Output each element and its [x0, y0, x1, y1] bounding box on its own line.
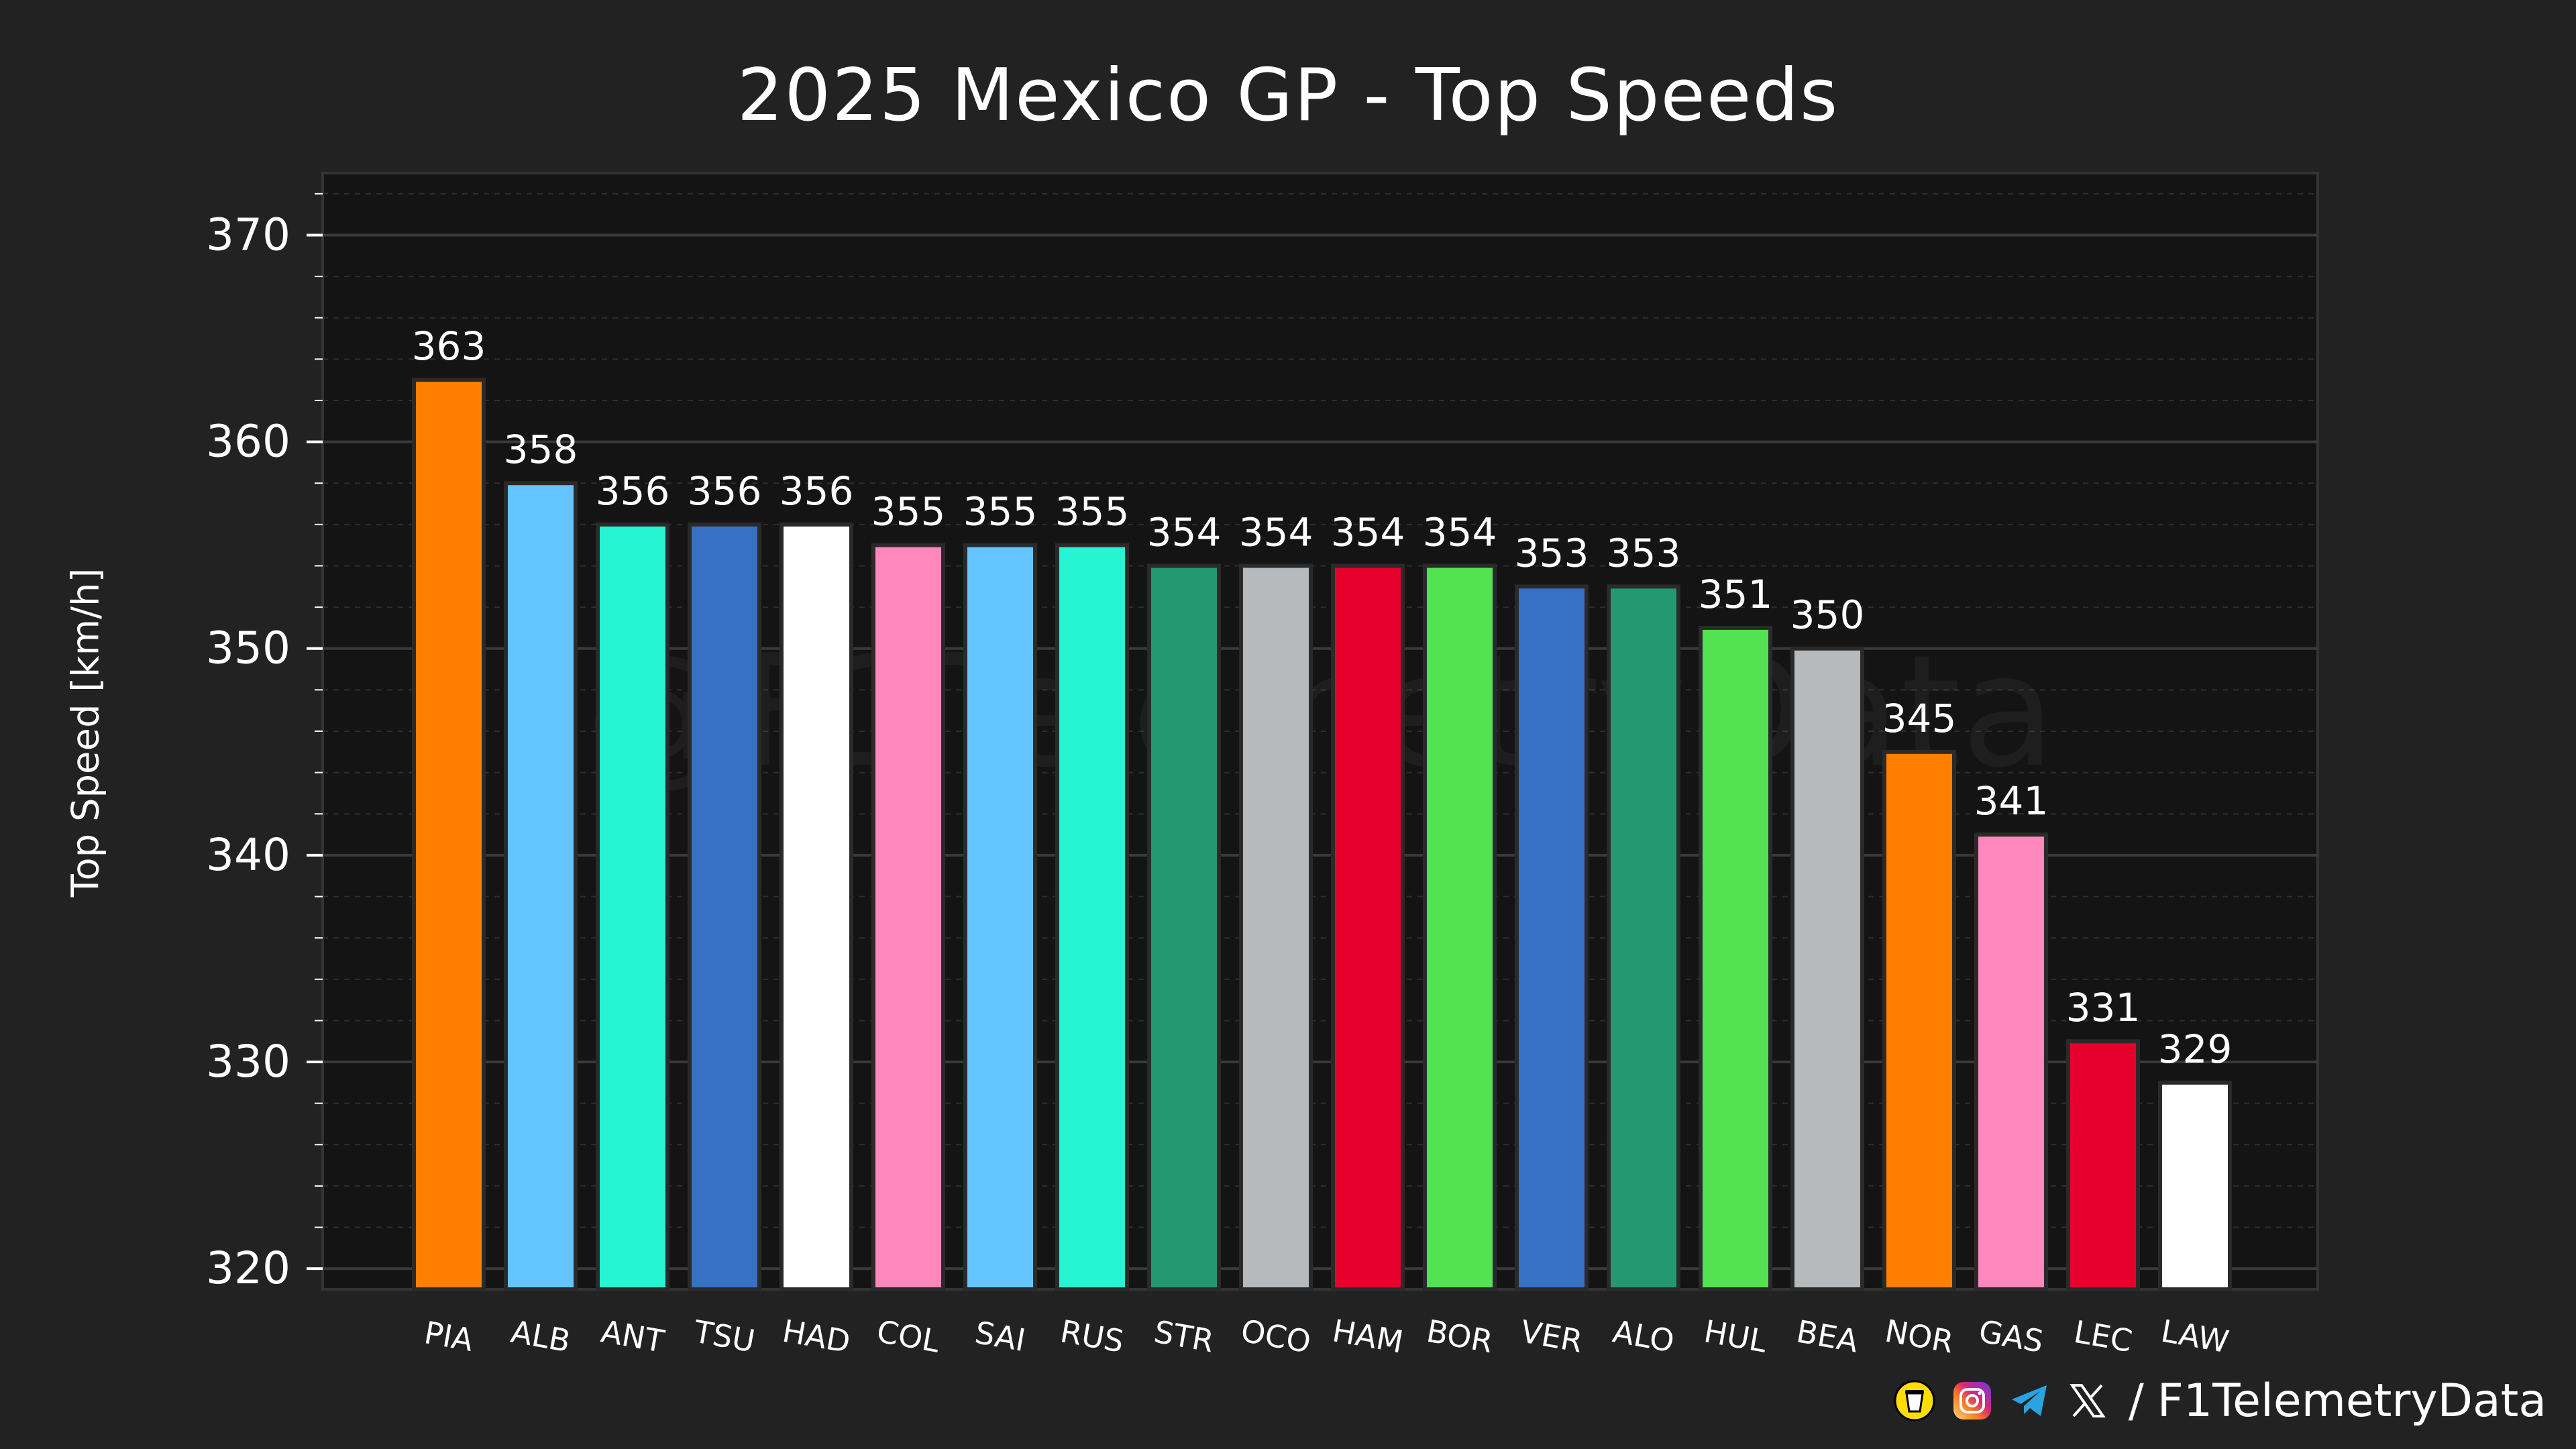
bar-alb [504, 481, 578, 1292]
x-tick-label-ant: ANT [598, 1313, 667, 1360]
x-tick-label-alo: ALO [1610, 1313, 1677, 1359]
data-label-had: 356 [780, 468, 854, 514]
bar-oco [1239, 564, 1313, 1292]
data-label-str: 354 [1147, 509, 1222, 555]
bar-lec [2066, 1039, 2140, 1291]
data-label-bor: 354 [1423, 509, 1497, 555]
data-label-tsu: 356 [688, 468, 762, 514]
x-tick-label-bea: BEA [1794, 1313, 1862, 1359]
bar-ham [1331, 564, 1405, 1292]
data-label-gas: 341 [1974, 778, 2049, 824]
x-tick-label-tsu: TSU [691, 1313, 758, 1359]
x-tick-label-nor: NOR [1882, 1313, 1956, 1360]
bar-bor [1423, 564, 1497, 1292]
x-tick-label-ver: VER [1518, 1313, 1585, 1359]
data-label-lec: 331 [2066, 985, 2141, 1030]
x-tick-label-sai: SAI [972, 1314, 1028, 1358]
data-label-pia: 363 [412, 323, 486, 369]
x-tick-label-lec: LEC [2072, 1313, 2135, 1359]
y-axis-label: Top Speed [km/h] [64, 568, 108, 898]
bar-gas [1974, 833, 2048, 1291]
bar-hul [1699, 625, 1772, 1291]
bar-law [2158, 1080, 2232, 1291]
x-tick-label-rus: RUS [1058, 1313, 1127, 1360]
x-icon[interactable] [2065, 1379, 2110, 1423]
y-tick-label: 360 [206, 416, 290, 468]
x-tick-label-alb: ALB [508, 1313, 574, 1360]
bars-layer [412, 378, 2232, 1292]
data-label-nor: 345 [1882, 696, 1957, 741]
data-label-sai: 355 [963, 489, 1038, 535]
chart-title: 2025 Mexico GP - Top Speeds [737, 54, 1839, 138]
data-label-rus: 355 [1055, 489, 1130, 535]
telegram-icon[interactable] [2008, 1379, 2052, 1423]
y-tick-label: 340 [206, 829, 290, 881]
bar-str [1147, 564, 1221, 1292]
bar-alo [1607, 584, 1680, 1292]
footer-separator: / [2128, 1374, 2144, 1428]
bar-nor [1882, 749, 1956, 1291]
x-tick-label-law: LAW [2159, 1313, 2232, 1360]
y-tick-label: 320 [206, 1242, 290, 1294]
x-tick-label-gas: GAS [1976, 1313, 2046, 1360]
bar-pia [412, 378, 486, 1291]
data-label-col: 355 [871, 489, 946, 535]
x-tick-label-pia: PIA [421, 1314, 476, 1358]
x-tick-label-ham: HAM [1330, 1312, 1406, 1360]
data-label-alb: 358 [504, 427, 578, 472]
y-tick-label: 370 [206, 209, 290, 260]
bar-ant [596, 522, 669, 1292]
y-tick-label: 330 [206, 1036, 290, 1087]
x-tick-label-col: COL [874, 1313, 943, 1360]
y-axis: 320 330 340 350 360 370 [206, 193, 323, 1294]
x-tick-label-oco: OCO [1238, 1312, 1313, 1360]
bar-rus [1055, 543, 1129, 1292]
value-labels-layer: 363 358 356 356 356 355 355 355 354 354 354 354 353 3… [412, 323, 2233, 1072]
instagram-icon[interactable] [1950, 1379, 1994, 1423]
data-label-alo: 353 [1607, 530, 1681, 576]
footer-credits: / F1TelemetryData [1892, 1368, 2546, 1433]
data-label-bea: 350 [1790, 592, 1865, 638]
x-axis: PIA ALB ANT TSU HAD COL SAI RUS STR OCO HAM BOR VER A… [421, 1312, 2231, 1360]
data-label-hul: 351 [1699, 572, 1773, 617]
x-tick-label-str: STR [1151, 1313, 1216, 1360]
data-label-ham: 354 [1331, 509, 1405, 555]
bar-sai [963, 543, 1037, 1292]
bar-ver [1515, 584, 1589, 1292]
x-tick-label-had: HAD [780, 1313, 853, 1360]
bar-bea [1790, 646, 1864, 1291]
bar-had [780, 522, 853, 1292]
bar-tsu [688, 522, 761, 1292]
y-tick-label: 350 [206, 623, 290, 674]
data-label-law: 329 [2158, 1026, 2233, 1072]
x-tick-label-hul: HUL [1701, 1313, 1770, 1360]
data-label-ver: 353 [1515, 530, 1589, 576]
data-label-ant: 356 [596, 468, 670, 514]
buy-me-a-coffee-icon[interactable] [1892, 1379, 1937, 1423]
data-label-oco: 354 [1239, 509, 1313, 555]
x-tick-label-bor: BOR [1424, 1313, 1496, 1360]
bar-col [871, 543, 945, 1292]
footer-handle[interactable]: F1TelemetryData [2157, 1374, 2546, 1428]
